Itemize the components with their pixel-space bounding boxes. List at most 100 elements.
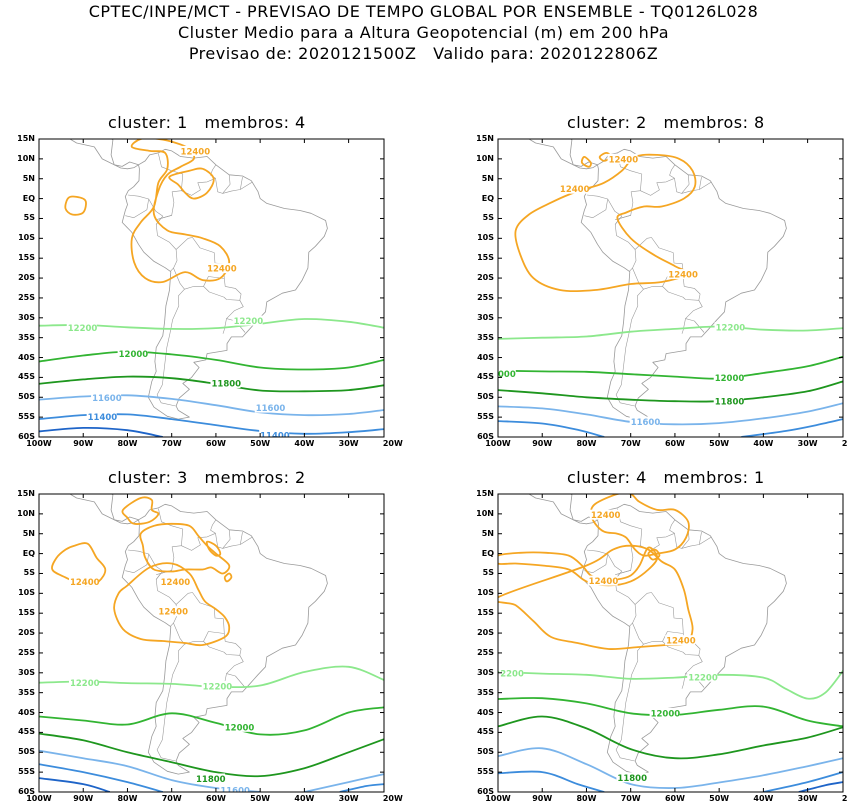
contour-line-11600 bbox=[498, 747, 843, 789]
lon-axis-label: 40W bbox=[753, 439, 774, 448]
lon-axis-label: 90W bbox=[73, 794, 94, 803]
lat-axis-label: 15S bbox=[18, 253, 35, 263]
contour-line-11600 bbox=[304, 773, 384, 792]
contour-label: 12200 bbox=[716, 323, 746, 333]
lat-axis-label: 25S bbox=[18, 647, 35, 657]
contour-label: 11600 bbox=[631, 418, 661, 428]
lat-axis-label: EQ bbox=[22, 193, 35, 203]
lon-axis-label: 20W bbox=[382, 794, 403, 803]
contour-line-12000 bbox=[498, 355, 843, 380]
lon-axis-label: 60W bbox=[664, 439, 685, 448]
lon-axis-label: 100W bbox=[485, 794, 511, 803]
lon-axis-label: 100W bbox=[26, 794, 52, 803]
contour-line-12400 bbox=[130, 139, 231, 284]
country-border bbox=[156, 622, 185, 762]
lat-axis-label: 30S bbox=[18, 312, 35, 322]
panel-title-1: cluster: 1 membros: 4 bbox=[108, 113, 306, 132]
lat-axis-label: 15N bbox=[476, 134, 494, 143]
panel-title-4: cluster: 4 membros: 1 bbox=[567, 468, 765, 487]
lon-axis-label: 70W bbox=[161, 794, 182, 803]
lat-axis-label: 10N bbox=[476, 508, 494, 518]
contour-label: 12400 bbox=[668, 271, 698, 281]
lat-axis-label: EQ bbox=[22, 548, 35, 558]
lon-axis-label: 70W bbox=[620, 794, 641, 803]
coastline-central-america bbox=[569, 139, 598, 167]
contour-label-bg bbox=[649, 707, 680, 718]
contour-label: 11800 bbox=[212, 379, 242, 389]
lat-axis-label: 35S bbox=[477, 687, 494, 697]
coastline-south-america bbox=[121, 148, 328, 420]
lat-axis-label: 50S bbox=[477, 747, 494, 757]
lat-axis-label: 45S bbox=[18, 372, 35, 382]
map-panel-3: 12400 12400 12400 12200 12200 12000 11800 11600 bbox=[38, 493, 385, 793]
contour-line-12400 bbox=[113, 562, 231, 647]
lat-axis-label: 55S bbox=[477, 767, 494, 777]
lat-axis-label: 30S bbox=[477, 667, 494, 677]
lat-axis-label: 60S bbox=[477, 432, 494, 441]
lat-axis-label: 45S bbox=[477, 727, 494, 737]
lat-axis-label: 30S bbox=[18, 667, 35, 677]
coastline-central-america-pacific bbox=[528, 139, 598, 170]
lat-axis-label: EQ bbox=[481, 548, 494, 558]
coastline-central-america bbox=[569, 494, 598, 522]
country-border bbox=[210, 519, 253, 549]
map-frame bbox=[497, 138, 844, 438]
lat-axis-label: 40S bbox=[477, 352, 494, 362]
contour-label-bg bbox=[232, 315, 263, 326]
country-border bbox=[222, 529, 231, 549]
lat-axis-label: 5N bbox=[481, 173, 494, 183]
contour-line-12400 bbox=[205, 540, 222, 557]
map-frame bbox=[497, 493, 844, 793]
contour-line-12400 bbox=[498, 546, 659, 587]
contour-label-bg bbox=[254, 402, 285, 413]
country-border bbox=[669, 164, 712, 194]
lat-axis-label: 40S bbox=[18, 707, 35, 717]
map-frame bbox=[38, 493, 385, 793]
contour-label-bg bbox=[687, 671, 718, 682]
contour-line-11800 bbox=[498, 715, 843, 760]
country-border bbox=[222, 174, 231, 194]
contour-label-bg bbox=[667, 269, 698, 280]
contour-label: 12400 bbox=[591, 511, 621, 521]
map-frame bbox=[38, 138, 385, 438]
lon-axis-label: 50W bbox=[709, 439, 730, 448]
lat-axis-label: 10S bbox=[18, 233, 35, 243]
lon-axis-label: 60W bbox=[205, 439, 226, 448]
lon-axis-label: 30W bbox=[797, 794, 818, 803]
country-border bbox=[615, 622, 644, 762]
contour-label-bg bbox=[91, 392, 122, 403]
lat-axis-label: 5N bbox=[481, 528, 494, 538]
contour-label: 12000 bbox=[651, 709, 681, 719]
contour-line-11600 bbox=[498, 402, 843, 426]
contour-line-12200 bbox=[498, 325, 843, 340]
contour-label-bg bbox=[201, 680, 232, 691]
contour-label-bg bbox=[159, 576, 190, 587]
country-border bbox=[203, 631, 225, 642]
contour-line-11400 bbox=[763, 771, 843, 792]
panel-title-3: cluster: 3 membros: 2 bbox=[108, 468, 306, 487]
lon-axis-label: 30W bbox=[338, 794, 359, 803]
header-line-1: CPTEC/INPE/MCT - PREVISAO DE TEMPO GLOBA… bbox=[88, 2, 759, 21]
country-border bbox=[210, 164, 253, 194]
lat-axis-label: 5S bbox=[482, 568, 494, 578]
country-border bbox=[240, 532, 243, 545]
lon-axis-label: 100W bbox=[485, 439, 511, 448]
country-border bbox=[640, 178, 675, 196]
lat-axis-label: 30S bbox=[477, 312, 494, 322]
lon-axis-label: 90W bbox=[532, 439, 553, 448]
contour-line-12000 bbox=[39, 350, 384, 371]
lat-axis-label: 15S bbox=[18, 608, 35, 618]
country-border bbox=[148, 553, 178, 627]
country-border bbox=[699, 532, 702, 545]
map-canvas-3: 12400 12400 12400 12200 12200 12000 11800 11600 bbox=[38, 493, 385, 793]
lat-axis-label: 5S bbox=[482, 213, 494, 223]
coastline-south-america bbox=[580, 148, 787, 420]
contour-label-bg bbox=[665, 635, 696, 646]
lon-axis-label: 70W bbox=[161, 439, 182, 448]
contour-label: 12200 bbox=[688, 673, 718, 683]
lat-axis-label: 45S bbox=[18, 727, 35, 737]
lat-axis-label: 5S bbox=[23, 213, 35, 223]
lat-axis-label: 15N bbox=[17, 489, 35, 498]
contour-label-bg bbox=[86, 411, 117, 422]
country-border bbox=[148, 198, 178, 272]
